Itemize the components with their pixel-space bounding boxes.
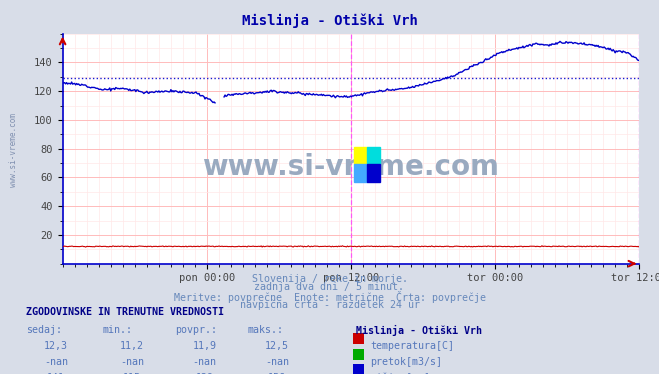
Text: maks.:: maks.: bbox=[247, 325, 283, 335]
Text: Mislinja - Otiški Vrh: Mislinja - Otiški Vrh bbox=[242, 13, 417, 28]
Text: višina[cm]: višina[cm] bbox=[370, 373, 430, 374]
Text: navpična črta - razdelek 24 ur: navpična črta - razdelek 24 ur bbox=[239, 300, 420, 310]
Bar bbox=[367, 165, 380, 182]
Bar bbox=[354, 165, 367, 182]
Text: povpr.:: povpr.: bbox=[175, 325, 217, 335]
Text: 12,5: 12,5 bbox=[265, 341, 289, 351]
Text: -nan: -nan bbox=[44, 357, 68, 367]
Text: -nan: -nan bbox=[265, 357, 289, 367]
Text: 115: 115 bbox=[123, 373, 141, 374]
Text: 11,2: 11,2 bbox=[120, 341, 144, 351]
Text: zadnja dva dni / 5 minut.: zadnja dva dni / 5 minut. bbox=[254, 282, 405, 292]
Text: -nan: -nan bbox=[120, 357, 144, 367]
Text: sedaj:: sedaj: bbox=[26, 325, 63, 335]
Text: Meritve: povprečne  Enote: metrične  Črta: povprečje: Meritve: povprečne Enote: metrične Črta:… bbox=[173, 291, 486, 303]
Text: 129: 129 bbox=[195, 373, 214, 374]
Bar bbox=[367, 147, 380, 165]
Text: www.si-vreme.com: www.si-vreme.com bbox=[9, 113, 18, 187]
Text: ZGODOVINSKE IN TRENUTNE VREDNOSTI: ZGODOVINSKE IN TRENUTNE VREDNOSTI bbox=[26, 307, 224, 318]
Text: 141: 141 bbox=[47, 373, 65, 374]
Text: -nan: -nan bbox=[192, 357, 216, 367]
Text: Slovenija / reke in morje.: Slovenija / reke in morje. bbox=[252, 274, 407, 284]
Text: temperatura[C]: temperatura[C] bbox=[370, 341, 454, 351]
Bar bbox=[354, 147, 367, 165]
Text: Mislinja - Otiški Vrh: Mislinja - Otiški Vrh bbox=[356, 325, 482, 336]
Text: www.si-vreme.com: www.si-vreme.com bbox=[202, 153, 500, 181]
Text: 11,9: 11,9 bbox=[192, 341, 216, 351]
Text: 12,3: 12,3 bbox=[44, 341, 68, 351]
Text: 156: 156 bbox=[268, 373, 286, 374]
Text: pretok[m3/s]: pretok[m3/s] bbox=[370, 357, 442, 367]
Text: min.:: min.: bbox=[102, 325, 132, 335]
